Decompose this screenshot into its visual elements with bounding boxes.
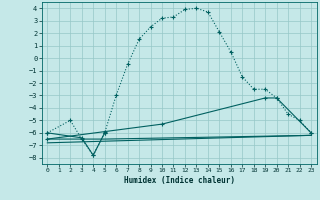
X-axis label: Humidex (Indice chaleur): Humidex (Indice chaleur) [124,176,235,185]
